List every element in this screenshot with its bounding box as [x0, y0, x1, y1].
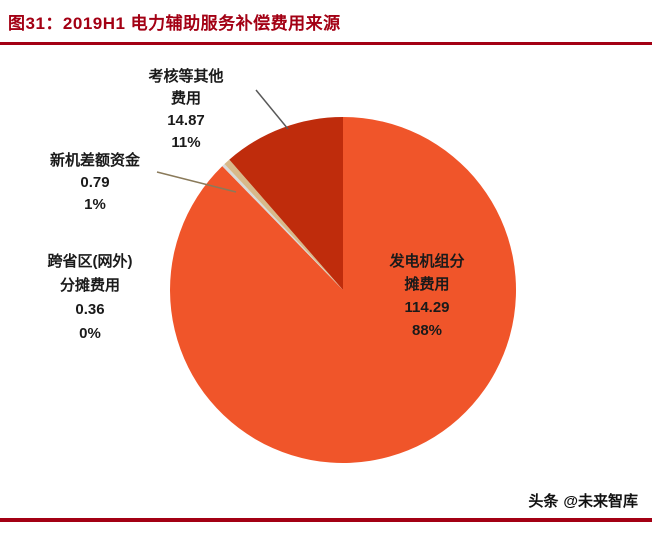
- label-generator: 发电机组分 摊费用 114.29 88%: [389, 253, 465, 339]
- top-rule: [0, 42, 652, 45]
- pie-slice-cross-province: [222, 164, 343, 290]
- watermark-brand: 头条: [528, 493, 559, 510]
- bottom-rule: [0, 518, 652, 522]
- watermark: 头条 @未来智库: [528, 490, 638, 511]
- leader-line-new-machine: [156, 171, 237, 193]
- label-cross-province: 跨省区(网外) 分摊费用 0.36 0%: [47, 253, 133, 342]
- watermark-handle: @未来智库: [563, 493, 638, 510]
- figure-title: 图31：2019H1 电力辅助服务补偿费用来源: [8, 14, 341, 33]
- leader-line-assessment: [255, 89, 289, 130]
- pie-svg: [156, 89, 517, 463]
- pie-slice-assessment: [229, 117, 343, 290]
- pie-chart: 考核等其他 费用 14.87 11% 新机差额资金 0.79 1% 跨省区(网外…: [0, 46, 652, 516]
- label-assessment: 考核等其他 费用 14.87 11%: [148, 68, 224, 151]
- pie-slice-generator: [170, 116, 517, 463]
- label-new-machine: 新机差额资金 0.79 1%: [49, 152, 140, 213]
- pie-slice-new-machine: [224, 159, 343, 290]
